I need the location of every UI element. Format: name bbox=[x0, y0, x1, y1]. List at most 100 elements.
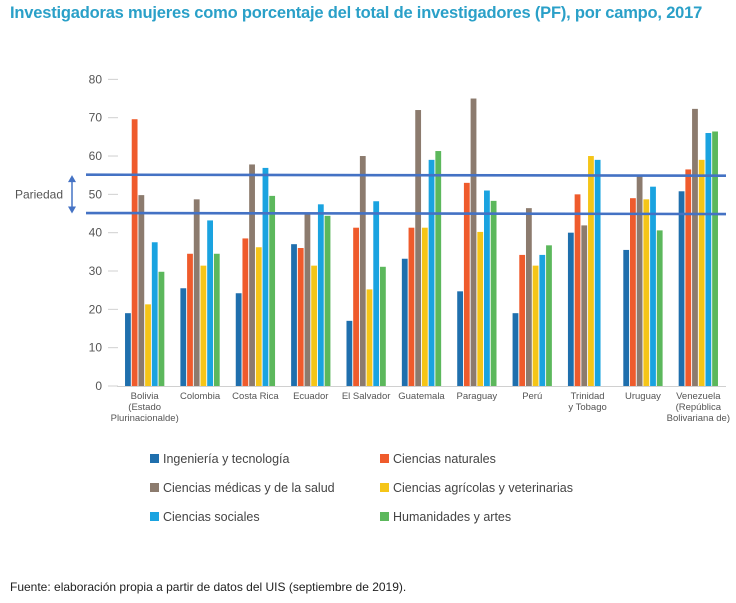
x-tick-label: Perú bbox=[522, 391, 542, 402]
bar bbox=[408, 227, 415, 386]
bar bbox=[125, 313, 131, 386]
y-tick-label: 30 bbox=[89, 264, 103, 278]
bar bbox=[463, 182, 470, 386]
bar bbox=[131, 119, 138, 386]
x-tick-label: El Salvador bbox=[342, 391, 391, 402]
bar bbox=[255, 247, 262, 386]
x-tick-label: Bolivia bbox=[131, 391, 160, 402]
chart-title: Investigadoras mujeres como porcentaje d… bbox=[10, 4, 703, 22]
bar bbox=[207, 220, 213, 386]
bar bbox=[415, 110, 422, 387]
x-tick-label: (Estado bbox=[128, 402, 161, 413]
bar bbox=[623, 249, 630, 386]
legend: Ingeniería y tecnología Ciencias naturale… bbox=[150, 452, 573, 524]
bar bbox=[304, 213, 311, 386]
bar bbox=[200, 265, 207, 386]
x-tick-label: Venezuela bbox=[676, 391, 721, 402]
parity-band: Pariedad bbox=[15, 173, 727, 216]
bar bbox=[262, 167, 269, 386]
x-tick-label: (República bbox=[676, 402, 722, 413]
legend-label: Ciencias agrícolas y veterinarias bbox=[393, 481, 573, 495]
bar bbox=[235, 293, 242, 386]
y-tick-label: 0 bbox=[95, 379, 102, 393]
parity-line bbox=[85, 173, 727, 177]
legend-swatch bbox=[150, 512, 159, 521]
bar bbox=[180, 288, 187, 386]
x-tick-label: y Tobago bbox=[568, 402, 606, 413]
y-tick-label: 70 bbox=[89, 111, 103, 125]
bar bbox=[297, 248, 304, 386]
bar bbox=[567, 232, 574, 386]
bar bbox=[421, 227, 428, 386]
legend-swatch bbox=[380, 512, 389, 521]
x-tick-label: Trinidad bbox=[571, 391, 605, 402]
bar bbox=[359, 156, 366, 386]
bar bbox=[477, 231, 484, 386]
legend-label: Ingeniería y tecnología bbox=[163, 452, 290, 466]
bar bbox=[366, 289, 373, 386]
bar bbox=[138, 195, 145, 386]
bar bbox=[643, 199, 650, 386]
bar bbox=[435, 151, 442, 386]
bar bbox=[193, 199, 200, 386]
bars bbox=[125, 98, 718, 387]
bar bbox=[705, 133, 712, 386]
bar bbox=[470, 98, 477, 387]
x-tick-label: Bolivariana de) bbox=[667, 413, 730, 424]
bar bbox=[512, 313, 519, 386]
bar bbox=[324, 215, 331, 386]
bar bbox=[712, 131, 718, 386]
y-axis: 0 10 20 30 40 50 60 70 80 bbox=[89, 72, 118, 393]
bar bbox=[594, 159, 601, 386]
bar bbox=[457, 291, 464, 386]
bar bbox=[636, 175, 643, 386]
bar bbox=[546, 245, 552, 386]
x-tick-label: Ecuador bbox=[293, 391, 328, 402]
bar bbox=[685, 169, 692, 386]
bar bbox=[428, 159, 435, 386]
bar bbox=[698, 159, 705, 386]
bar bbox=[484, 190, 490, 386]
bar bbox=[656, 230, 663, 386]
bar bbox=[401, 258, 408, 386]
legend-label: Ciencias sociales bbox=[163, 510, 260, 524]
bar bbox=[532, 265, 539, 386]
x-tick-label: Plurinacionalde) bbox=[111, 413, 179, 424]
bar bbox=[574, 194, 581, 386]
bar bbox=[311, 265, 318, 386]
bar bbox=[650, 186, 656, 386]
bar bbox=[539, 254, 546, 386]
bar bbox=[379, 266, 386, 386]
source-note: Fuente: elaboración propia a partir de d… bbox=[10, 580, 407, 594]
legend-swatch bbox=[150, 454, 159, 463]
x-tick-label: Costa Rica bbox=[232, 391, 279, 402]
bar bbox=[269, 195, 276, 386]
bar bbox=[630, 198, 636, 386]
bar bbox=[519, 254, 526, 386]
bar bbox=[678, 191, 685, 386]
legend-swatch bbox=[380, 483, 389, 492]
bar bbox=[353, 227, 359, 386]
y-tick-label: 20 bbox=[89, 302, 103, 316]
x-tick-label: Colombia bbox=[180, 391, 221, 402]
bar bbox=[581, 225, 588, 386]
legend-label: Ciencias médicas y de la salud bbox=[163, 481, 335, 495]
bar bbox=[213, 253, 220, 386]
bar bbox=[373, 201, 380, 386]
bar bbox=[525, 208, 532, 386]
parity-line bbox=[85, 211, 727, 216]
y-tick-label: 40 bbox=[89, 226, 103, 240]
y-tick-label: 80 bbox=[89, 72, 103, 86]
bar bbox=[242, 238, 249, 386]
y-tick-label: 50 bbox=[89, 187, 103, 201]
bar bbox=[187, 253, 193, 386]
x-tick-label: Paraguay bbox=[457, 391, 498, 402]
legend-label: Ciencias naturales bbox=[393, 452, 496, 466]
bar bbox=[151, 242, 158, 386]
bar bbox=[291, 244, 297, 386]
legend-swatch bbox=[380, 454, 389, 463]
bar bbox=[346, 320, 353, 386]
parity-arrow-down bbox=[68, 206, 76, 214]
